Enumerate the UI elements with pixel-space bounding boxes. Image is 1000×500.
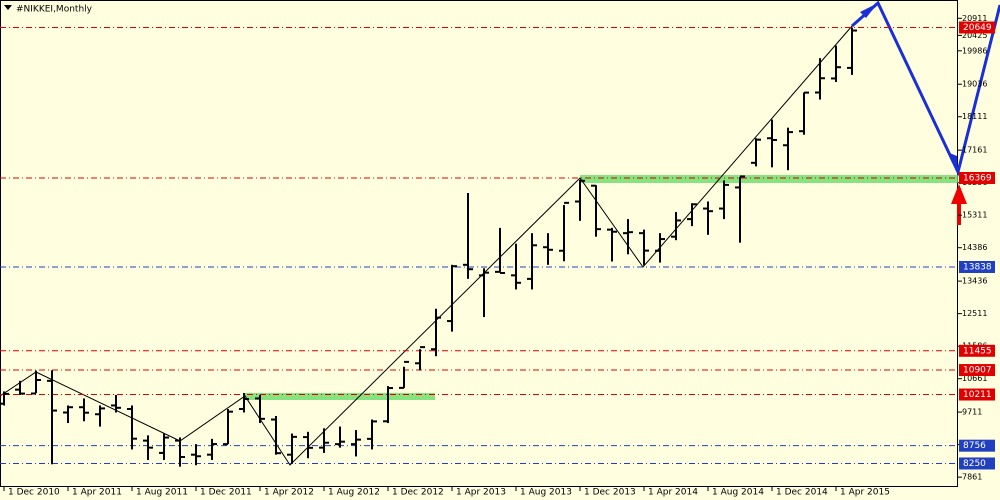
y-tick-label: 10661 [962,374,987,383]
x-tick-label: 1 Dec 2010 [8,488,60,498]
y-tick-label: 20911 [962,14,987,23]
level-label: 13838 [963,262,992,272]
x-tick-label: 1 Apr 2014 [648,488,698,498]
x-tick-label: 1 Aug 2012 [328,488,380,498]
level-label: 16369 [963,173,992,183]
y-tick-label: 14386 [962,243,987,252]
level-label: 8250 [963,459,986,469]
x-tick-label: 1 Dec 2013 [584,488,636,498]
level-label-bg [959,388,995,401]
x-tick-label: 1 Apr 2012 [264,488,314,498]
x-tick-label: 1 Apr 2013 [456,488,506,498]
level-label-bg [959,457,995,470]
x-tick-label: 1 Dec 2014 [776,488,828,498]
level-label: 11455 [963,346,992,356]
level-label-bg [959,171,995,184]
x-tick-label: 1 Apr 2015 [840,488,890,498]
x-tick-label: 1 Aug 2014 [712,488,764,498]
level-label-bg [959,21,995,34]
y-tick-label: 19986 [962,46,987,55]
x-tick-label: 1 Apr 2011 [72,488,122,498]
zigzag [0,25,853,466]
x-tick-label: 1 Aug 2013 [520,488,572,498]
red-arrow-head [951,184,967,204]
x-tick-label: 1 Dec 2012 [392,488,444,498]
level-label: 20649 [963,23,992,33]
chart-title: #NIKKEI,Monthly [16,5,93,15]
level-label: 8756 [963,441,986,451]
y-tick-label: 20425 [962,31,987,40]
y-tick-label: 18111 [962,112,987,121]
green-zone [580,175,958,183]
green-zone [245,393,435,400]
y-tick-label: 15311 [962,211,987,220]
y-tick-label: 9711 [962,408,982,417]
arrow-head [947,152,958,172]
arrow-head [860,3,878,18]
y-tick-label: 7861 [962,473,982,482]
y-tick-label: 13436 [962,277,987,286]
plot-border [0,0,958,487]
level-label-bg [959,344,995,357]
y-tick-label: 12511 [962,309,987,318]
y-tick-label: 17161 [962,146,987,155]
level-label-bg [959,260,995,273]
level-label-bg [959,364,995,377]
x-tick-label: 1 Dec 2011 [200,488,252,498]
level-label: 10211 [963,390,992,400]
x-tick-label: 1 Aug 2011 [136,488,188,498]
y-tick-label: 19036 [962,80,987,89]
menu-icon [4,5,12,10]
level-label: 10907 [963,366,992,376]
level-label-bg [959,439,995,452]
